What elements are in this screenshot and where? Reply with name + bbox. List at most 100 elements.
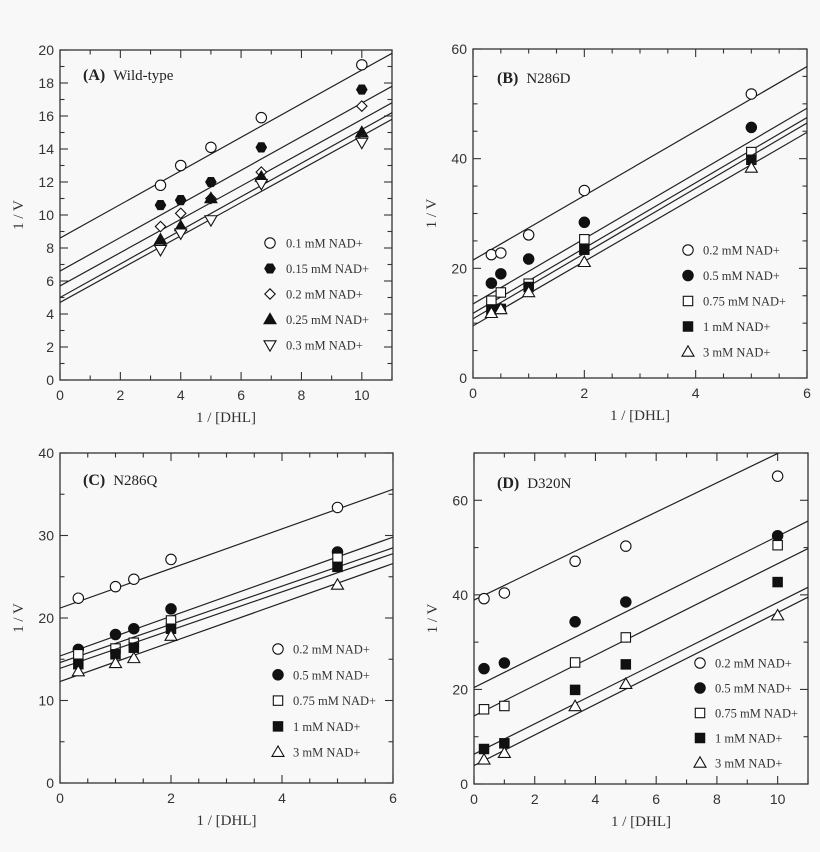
y-tick-label: 16 (38, 108, 54, 124)
fit-line (60, 536, 393, 657)
data-point (498, 587, 511, 599)
data-point (165, 553, 177, 566)
data-point (205, 141, 217, 154)
data-point (478, 704, 490, 715)
data-point (332, 552, 343, 564)
y-tick-label: 0 (46, 372, 54, 388)
data-point (164, 628, 178, 641)
y-tick-label: 20 (452, 681, 468, 697)
x-axis-label: 1 / [DHL] (611, 814, 671, 830)
data-point (497, 745, 512, 759)
series-0: 0.2 mM NAD+ (474, 453, 792, 671)
fit-line (473, 122, 807, 320)
series-2: 0.75 mM NAD+ (473, 117, 807, 314)
y-tick-label: 10 (38, 207, 54, 223)
legend-label: 0.2 mM NAD+ (715, 657, 792, 671)
x-tick-label: 4 (177, 387, 185, 403)
panel-name: D320N (527, 476, 571, 492)
data-point (770, 608, 785, 621)
data-point (745, 88, 758, 100)
panel-tag: (C) (83, 472, 105, 489)
data-point (618, 676, 633, 689)
legend-marker (264, 263, 276, 274)
y-tick-label: 6 (46, 273, 54, 289)
legend-label: 0.2 mM NAD+ (703, 244, 780, 258)
data-point (109, 580, 122, 593)
x-tick-label: 2 (116, 387, 124, 403)
x-tick-label: 0 (56, 790, 64, 806)
x-tick-label: 6 (803, 385, 811, 401)
y-tick-label: 0 (459, 370, 467, 386)
y-tick-label: 0 (460, 776, 468, 792)
data-point (153, 244, 168, 257)
data-point (485, 277, 498, 289)
plot-frame (59, 49, 393, 381)
data-point (745, 121, 758, 134)
data-point (577, 255, 592, 268)
legend-label: 0.75 mM NAD+ (715, 707, 798, 721)
legend-marker (694, 657, 706, 669)
data-point (255, 111, 268, 124)
x-tick-label: 4 (592, 791, 600, 807)
y-tick-label: 40 (38, 445, 54, 461)
legend-marker (272, 669, 284, 681)
data-point (495, 268, 507, 280)
series-2: 0.75 mM NAD+ (474, 539, 808, 721)
y-axis-label: 1 / V (11, 603, 27, 633)
data-point (203, 215, 218, 228)
data-point (128, 622, 140, 635)
series-3: 1 mM NAD+ (474, 576, 808, 755)
legend-label: 0.5 mM NAD+ (715, 682, 792, 696)
legend-marker (694, 732, 706, 744)
y-tick-label: 20 (451, 260, 467, 276)
legend-label: 0.25 mM NAD+ (286, 313, 369, 327)
data-point (109, 628, 122, 641)
x-axis-label: 1 / [DHL] (197, 813, 257, 829)
legend-marker (264, 237, 276, 249)
series-0: 0.2 mM NAD+ (60, 488, 393, 657)
legend-label: 0.1 mM NAD+ (286, 237, 363, 251)
legend-marker (682, 269, 694, 282)
series-4: 3 mM NAD+ (60, 562, 393, 760)
series-1: 0.5 mM NAD+ (474, 520, 808, 696)
data-point (569, 555, 581, 568)
series-3: 0.25 mM NAD+ (60, 112, 392, 327)
y-tick-label: 4 (46, 306, 54, 322)
data-point (354, 137, 369, 150)
panel-title: (A) Wild-type (83, 67, 174, 84)
x-axis-label: 1 / [DHL] (610, 408, 670, 424)
data-point (499, 700, 510, 712)
panel-title: (C) N286Q (83, 472, 158, 489)
data-point (477, 752, 491, 765)
y-axis-label: 1 / V (425, 603, 441, 633)
data-point (620, 540, 632, 552)
x-axis-label: 1 / [DHL] (196, 410, 256, 426)
series-4: 3 mM NAD+ (473, 131, 807, 360)
data-point (153, 232, 168, 245)
series-2: 0.75 mM NAD+ (60, 547, 393, 708)
legend-marker (694, 707, 706, 719)
x-tick-label: 0 (56, 387, 64, 403)
data-point (154, 179, 167, 192)
data-point (331, 501, 344, 514)
x-tick-label: 8 (298, 387, 306, 403)
fit-line (60, 562, 393, 683)
fit-line (60, 112, 392, 299)
y-tick-label: 10 (38, 693, 54, 709)
chart-panel-a: 0 2 4 6 8 10 0 2 4 6 8 10 12 14 16 18 20 1 / [DHL] 1 / V (A… (11, 42, 393, 426)
legend-label: 0.15 mM NAD+ (286, 262, 369, 276)
y-tick-label: 12 (38, 174, 54, 190)
x-tick-label: 0 (470, 791, 478, 807)
series-4: 3 mM NAD+ (474, 596, 808, 771)
panel-tag: (D) (497, 475, 519, 492)
data-point (355, 84, 368, 95)
x-tick-label: 10 (770, 791, 786, 807)
data-point (521, 285, 536, 298)
data-point (165, 603, 177, 615)
data-point (203, 191, 218, 204)
y-tick-label: 18 (38, 75, 54, 91)
data-point (771, 529, 784, 542)
fit-line (60, 85, 392, 272)
data-point (569, 616, 581, 628)
